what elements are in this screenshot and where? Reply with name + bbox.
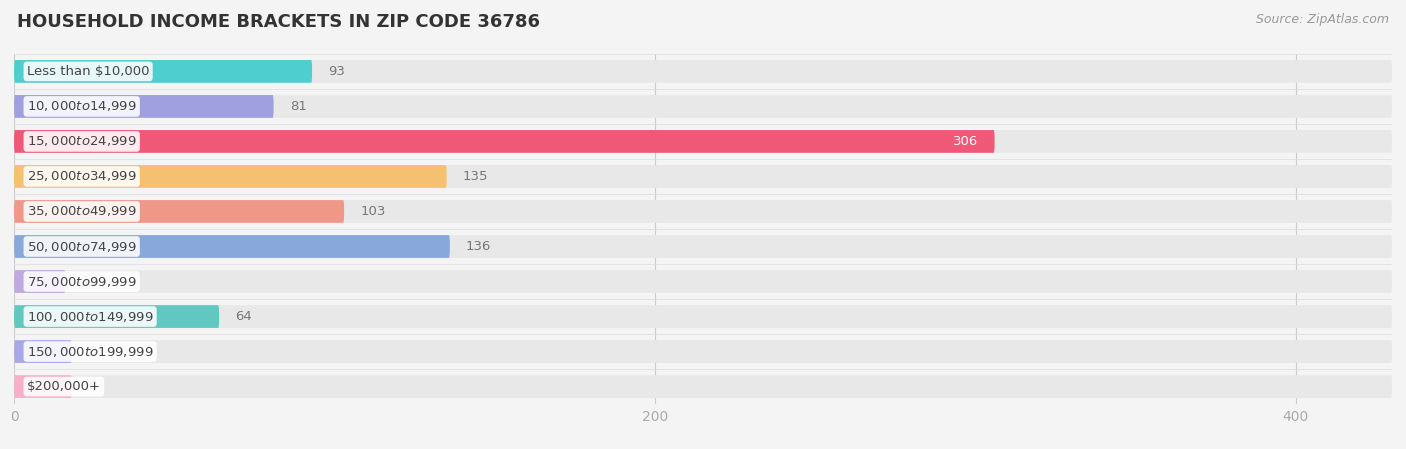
FancyBboxPatch shape: [14, 375, 1392, 398]
Text: 135: 135: [463, 170, 488, 183]
FancyBboxPatch shape: [14, 375, 72, 398]
FancyBboxPatch shape: [14, 235, 450, 258]
Text: Less than $10,000: Less than $10,000: [27, 65, 149, 78]
FancyBboxPatch shape: [14, 95, 274, 118]
Text: $200,000+: $200,000+: [27, 380, 101, 393]
FancyBboxPatch shape: [14, 95, 1392, 118]
Text: Source: ZipAtlas.com: Source: ZipAtlas.com: [1256, 13, 1389, 26]
Text: $35,000 to $49,999: $35,000 to $49,999: [27, 204, 136, 219]
FancyBboxPatch shape: [14, 235, 1392, 258]
Text: 16: 16: [82, 275, 98, 288]
Text: $10,000 to $14,999: $10,000 to $14,999: [27, 99, 136, 114]
FancyBboxPatch shape: [14, 60, 1392, 83]
FancyBboxPatch shape: [14, 130, 1392, 153]
Text: 93: 93: [328, 65, 344, 78]
Text: HOUSEHOLD INCOME BRACKETS IN ZIP CODE 36786: HOUSEHOLD INCOME BRACKETS IN ZIP CODE 36…: [17, 13, 540, 31]
Text: 0: 0: [87, 380, 96, 393]
FancyBboxPatch shape: [14, 270, 1392, 293]
FancyBboxPatch shape: [14, 200, 1392, 223]
Text: 81: 81: [290, 100, 307, 113]
Text: $15,000 to $24,999: $15,000 to $24,999: [27, 134, 136, 149]
FancyBboxPatch shape: [14, 340, 1392, 363]
FancyBboxPatch shape: [14, 305, 1392, 328]
Text: $50,000 to $74,999: $50,000 to $74,999: [27, 239, 136, 254]
Text: 103: 103: [360, 205, 385, 218]
FancyBboxPatch shape: [14, 60, 312, 83]
Text: 306: 306: [953, 135, 979, 148]
FancyBboxPatch shape: [14, 305, 219, 328]
Text: 0: 0: [87, 345, 96, 358]
Text: $150,000 to $199,999: $150,000 to $199,999: [27, 344, 153, 359]
Text: 64: 64: [235, 310, 252, 323]
Text: $25,000 to $34,999: $25,000 to $34,999: [27, 169, 136, 184]
Text: $100,000 to $149,999: $100,000 to $149,999: [27, 309, 153, 324]
FancyBboxPatch shape: [14, 165, 447, 188]
FancyBboxPatch shape: [14, 340, 72, 363]
FancyBboxPatch shape: [14, 165, 1392, 188]
FancyBboxPatch shape: [14, 200, 344, 223]
FancyBboxPatch shape: [14, 130, 994, 153]
Text: 136: 136: [465, 240, 491, 253]
Text: $75,000 to $99,999: $75,000 to $99,999: [27, 274, 136, 289]
FancyBboxPatch shape: [14, 270, 65, 293]
